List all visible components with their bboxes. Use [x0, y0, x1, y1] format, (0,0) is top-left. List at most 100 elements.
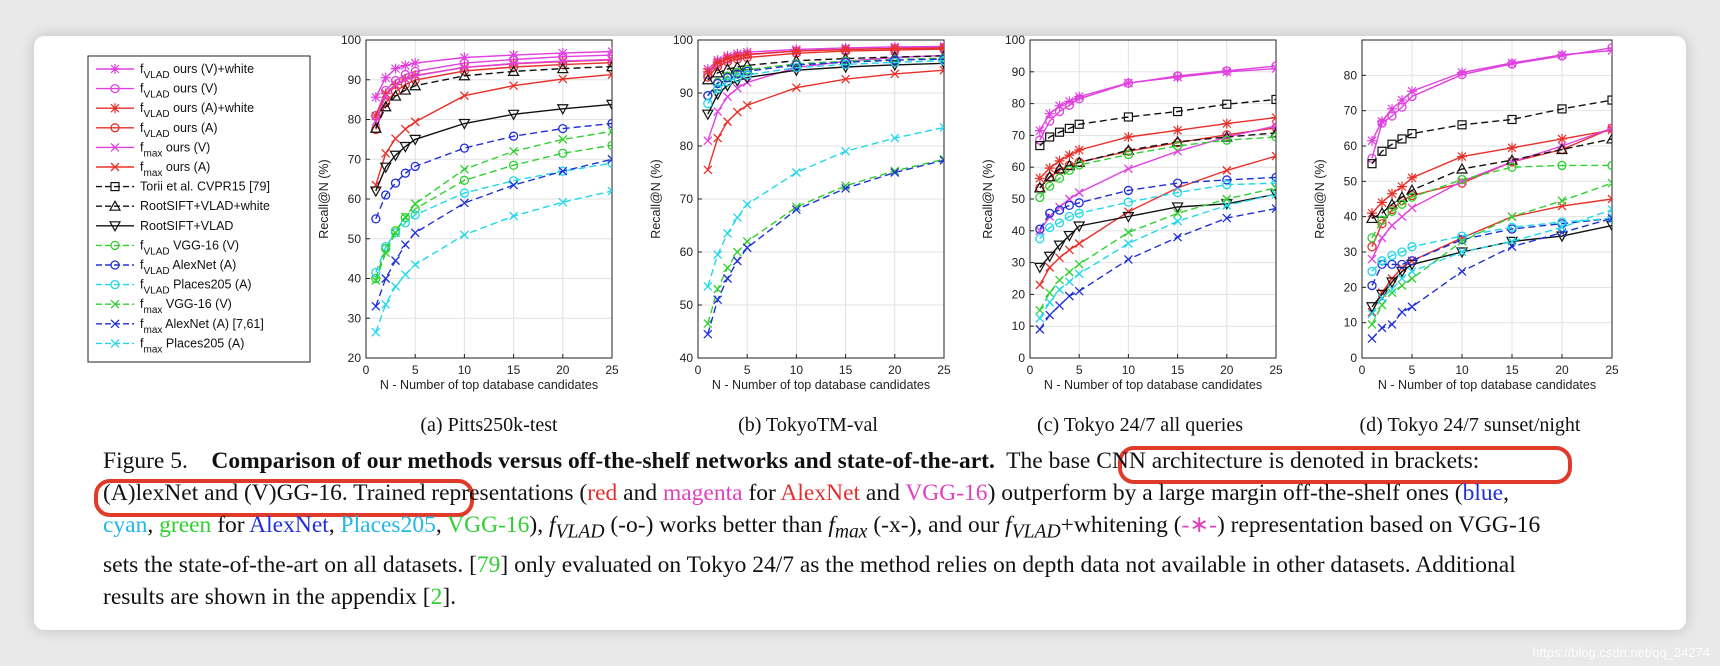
legend-item: fmax VGG-16 (V)	[96, 297, 232, 316]
marker-circle	[1377, 256, 1387, 266]
marker-circle	[558, 148, 568, 158]
caption-ref-2[interactable]: 2	[430, 583, 443, 610]
marker-x	[558, 56, 568, 66]
chart-title: (b) TokyoTM-val	[738, 414, 878, 436]
y-tick-label: 40	[1012, 224, 1026, 238]
marker-x	[1123, 207, 1133, 217]
x-tick-label: 15	[1171, 363, 1185, 377]
marker-x	[742, 236, 752, 246]
marker-x	[110, 338, 120, 348]
legend-label: fVLAD ours (V)+white	[140, 62, 254, 81]
marker-circle	[1457, 231, 1467, 241]
marker-x	[1507, 212, 1517, 222]
y-tick-label: 20	[1012, 287, 1026, 301]
y-tick-label: 70	[680, 192, 694, 206]
marker-x	[509, 58, 519, 68]
caption-places: Places205	[340, 512, 436, 538]
y-tick-label: 100	[341, 33, 361, 47]
marker-x	[558, 197, 568, 207]
marker-circle	[1387, 206, 1397, 217]
legend-item: fVLAD ours (V)+white	[96, 62, 254, 81]
caption-magenta: magenta	[662, 480, 743, 506]
series-line	[707, 126, 944, 287]
marker-star	[1397, 181, 1407, 192]
marker-x	[713, 133, 723, 143]
marker-x	[791, 205, 801, 215]
caption-ref-79[interactable]: 79	[476, 551, 501, 578]
marker-x	[1271, 189, 1276, 199]
marker-x	[1055, 301, 1064, 310]
marker-star	[840, 44, 851, 55]
marker-triangle-down	[1385, 277, 1399, 289]
series-line	[1371, 47, 1612, 159]
marker-x	[1607, 194, 1612, 204]
marker-circle	[607, 118, 612, 129]
x-tick-label: 5	[412, 363, 419, 377]
marker-circle	[1377, 215, 1387, 225]
marker-x	[381, 148, 391, 158]
marker-x	[459, 230, 469, 240]
marker-x	[939, 155, 944, 165]
series-line	[375, 190, 612, 333]
caption-bold: Comparison of our methods versus off-the…	[211, 448, 995, 474]
marker-star	[1407, 172, 1417, 183]
marker-circle	[1123, 149, 1134, 160]
marker-star	[1271, 112, 1276, 123]
marker-circle	[939, 56, 944, 66]
marker-x	[371, 180, 381, 190]
marker-x	[1271, 183, 1276, 193]
marker-triangle	[389, 89, 402, 101]
marker-circle	[791, 62, 802, 73]
marker-x	[1045, 288, 1055, 298]
marker-x	[723, 263, 732, 273]
caption-green: green	[159, 512, 212, 538]
marker-star	[1457, 67, 1467, 78]
marker-circle	[390, 228, 401, 238]
marker-x	[410, 260, 420, 270]
legend-item: fVLAD Places205 (A)	[96, 278, 252, 297]
marker-circle	[1367, 280, 1377, 291]
marker-x	[723, 228, 732, 238]
marker-square	[110, 182, 120, 192]
marker-triangle-down	[1395, 266, 1409, 278]
marker-x	[1045, 262, 1055, 272]
caption-text: for	[211, 512, 250, 538]
marker-x	[371, 276, 381, 285]
x-tick-label: 5	[1076, 363, 1083, 377]
marker-circle	[1123, 197, 1134, 207]
caption-text: ] only evaluated on Tokyo 24/7 as the me…	[103, 551, 1516, 610]
marker-circle	[410, 210, 420, 220]
marker-x	[732, 256, 742, 266]
caption-fvlad-2-sub: VLAD	[1011, 521, 1061, 543]
marker-x	[791, 168, 801, 177]
marker-circle	[1222, 66, 1232, 76]
series-line	[1371, 129, 1612, 214]
marker-circle	[1457, 69, 1467, 80]
marker-star	[1172, 72, 1183, 83]
marker-circle	[1557, 51, 1567, 61]
marker-star	[1507, 142, 1517, 153]
y-tick-label: 60	[1344, 139, 1358, 153]
marker-x	[713, 107, 723, 117]
caption-star: -∗-	[1181, 512, 1217, 538]
marker-circle	[840, 46, 851, 56]
series-line	[375, 130, 612, 281]
legend-label: fmax ours (V)	[140, 140, 210, 159]
marker-circle	[890, 45, 900, 55]
y-tick-label: 40	[1344, 210, 1358, 224]
marker-x	[1123, 239, 1133, 248]
series-line	[375, 144, 612, 279]
marker-x	[400, 74, 410, 84]
legend-item: Torii et al. CVPR15 [79]	[96, 180, 270, 194]
marker-circle	[1457, 234, 1467, 245]
marker-circle	[381, 242, 391, 252]
marker-circle	[1397, 102, 1407, 112]
marker-square	[1607, 95, 1612, 105]
marker-circle	[1407, 256, 1417, 266]
marker-star	[1123, 131, 1134, 142]
marker-x	[509, 211, 519, 221]
marker-triangle-down	[1365, 302, 1379, 314]
marker-x	[791, 202, 801, 212]
marker-star	[380, 72, 391, 83]
